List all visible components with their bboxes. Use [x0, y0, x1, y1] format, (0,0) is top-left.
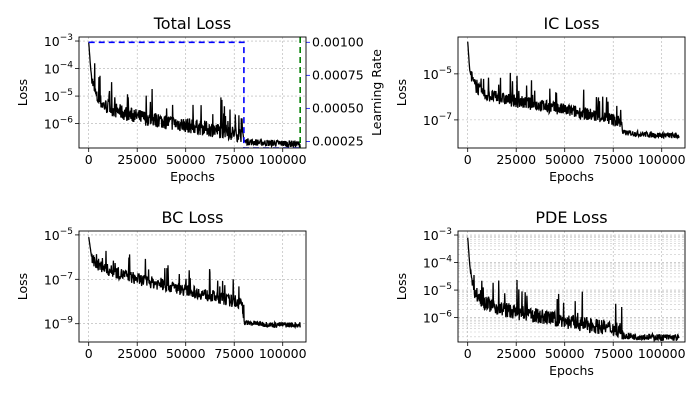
loss-line — [88, 236, 301, 330]
y-tick-label: 10−7 — [423, 112, 452, 128]
x-axis-label: Epochs — [549, 169, 594, 184]
plot-frame — [457, 230, 686, 343]
x-tick-label: 0 — [85, 152, 93, 167]
x-tick-label: 50000 — [545, 152, 585, 167]
y-axis-label: Loss — [394, 79, 409, 106]
y-tick-label: 10−7 — [44, 271, 73, 287]
y-tick-label: 10−6 — [44, 116, 73, 132]
panel-1: 0 25000 50000 75000 100000 10−7 10−5 IC Loss Epo… — [394, 14, 686, 184]
y-axis-label: Loss — [15, 79, 30, 106]
x-tick-label: 25000 — [496, 152, 536, 167]
y-tick-label: 10−5 — [44, 227, 73, 243]
y2-tick-label: 0.00025 — [312, 133, 364, 148]
y-tick-label: 10−5 — [423, 282, 452, 298]
panel-0: 0 25000 50000 75000 100000 10−6 10−5 10−4 10−3 0.… — [15, 14, 384, 184]
loss-line — [467, 41, 680, 140]
y-axis-label: Loss — [15, 273, 30, 300]
plot-frame — [457, 36, 686, 149]
x-tick-label: 100000 — [259, 346, 307, 361]
chart-title: BC Loss — [161, 208, 223, 227]
x-tick-label: 75000 — [593, 152, 633, 167]
loss-line — [467, 237, 680, 342]
y-tick-label: 10−6 — [423, 310, 452, 326]
x-tick-label: 0 — [85, 346, 93, 361]
plot-frame — [78, 230, 307, 343]
x-tick-label: 25000 — [117, 152, 157, 167]
plot-frame — [78, 36, 307, 149]
x-tick-label: 25000 — [117, 346, 157, 361]
y-axis-label: Loss — [394, 273, 409, 300]
x-tick-label: 100000 — [259, 152, 307, 167]
chart-title: PDE Loss — [535, 208, 607, 227]
x-tick-label: 50000 — [166, 152, 206, 167]
x-tick-label: 50000 — [545, 346, 585, 361]
x-axis-label: Epochs — [170, 169, 215, 184]
panel-3: 0 25000 50000 75000 100000 10−6 10−5 10−4 10−3 PD… — [394, 208, 686, 378]
y-tick-label: 10−9 — [44, 316, 73, 332]
y-tick-label: 10−4 — [423, 255, 452, 271]
x-tick-label: 100000 — [638, 152, 686, 167]
x-tick-label: 0 — [464, 152, 472, 167]
y2-tick-label: 0.00075 — [312, 67, 364, 82]
y-tick-label: 10−3 — [423, 227, 452, 243]
y2-tick-label: 0.00050 — [312, 100, 364, 115]
x-tick-label: 0 — [464, 346, 472, 361]
y-tick-label: 10−3 — [44, 33, 73, 49]
y2-tick-label: 0.00100 — [312, 34, 364, 49]
y-tick-label: 10−5 — [44, 88, 73, 104]
panel-2: 0 25000 50000 75000 100000 10−9 10−7 10−5 BC Los… — [15, 208, 307, 361]
x-tick-label: 50000 — [166, 346, 206, 361]
x-axis-label: Epochs — [549, 363, 594, 378]
y-tick-label: 10−4 — [44, 61, 73, 77]
x-tick-label: 25000 — [496, 346, 536, 361]
x-tick-label: 100000 — [638, 346, 686, 361]
y2-axis-label: Learning Rate — [369, 49, 384, 136]
loss-line — [88, 42, 301, 148]
chart-title: IC Loss — [543, 14, 599, 33]
chart-title: Total Loss — [153, 14, 232, 33]
x-tick-label: 75000 — [593, 346, 633, 361]
x-tick-label: 75000 — [214, 152, 254, 167]
y-tick-label: 10−5 — [423, 66, 452, 82]
x-tick-label: 75000 — [214, 346, 254, 361]
